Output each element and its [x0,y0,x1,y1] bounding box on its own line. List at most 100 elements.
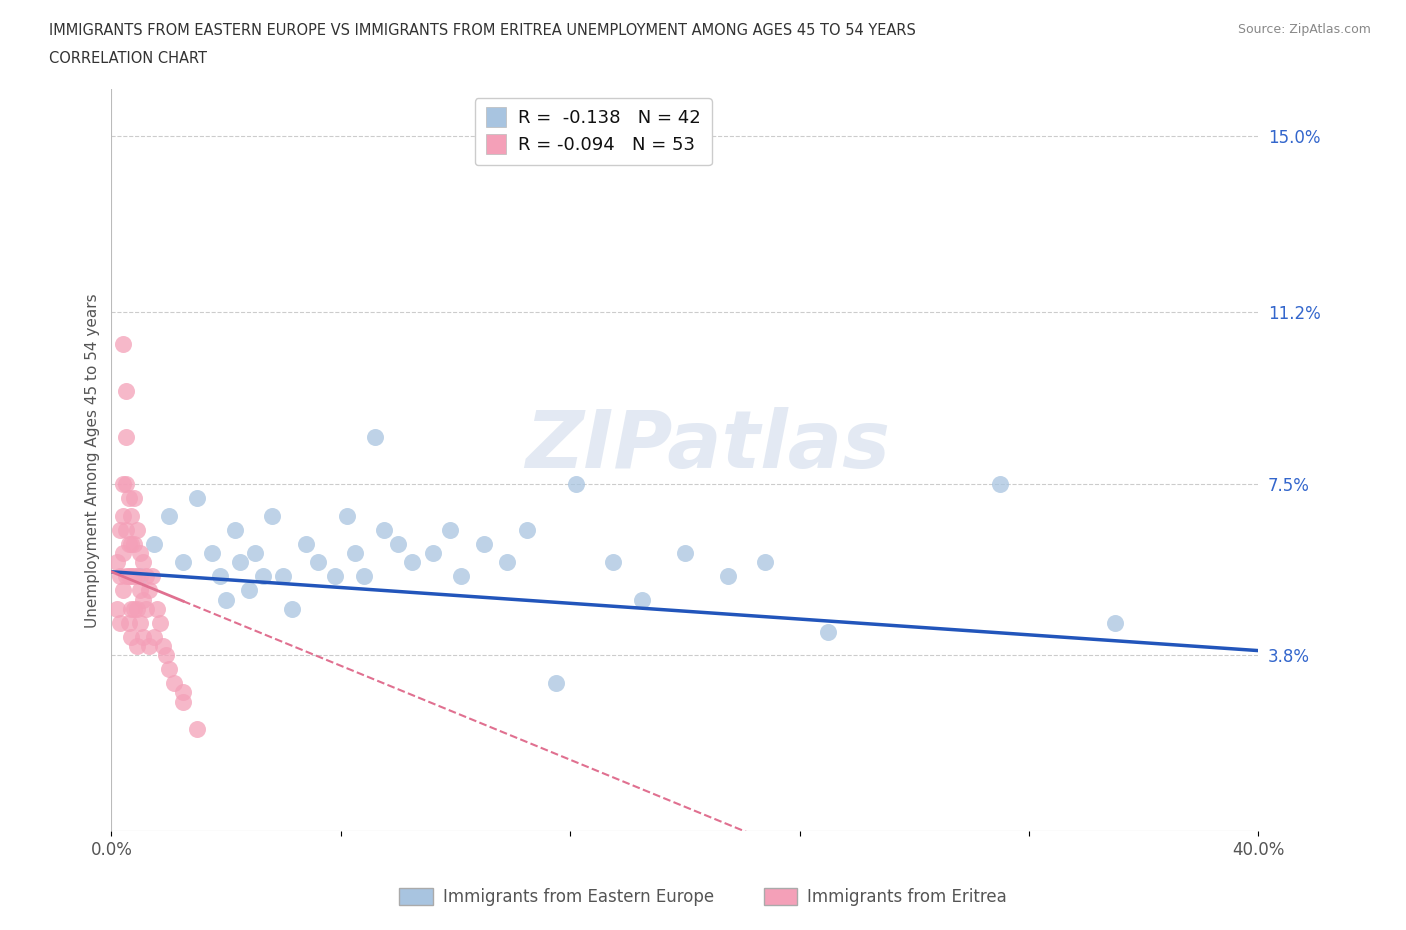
Point [472,537,495,551]
Point [364,430,387,445]
Point [138,583,160,598]
Text: ZIPatlas: ZIPatlas [526,406,890,485]
Point [157,509,180,524]
Point [323,569,346,584]
Point [111,583,134,598]
Point [817,625,839,640]
Point [152,639,174,654]
Point [373,523,395,538]
Point [111,509,134,524]
Legend: Immigrants from Eastern Europe, Immigrants from Eritrea: Immigrants from Eastern Europe, Immigran… [392,881,1014,912]
Point [401,555,423,570]
Point [105,602,128,617]
Point [143,630,166,644]
Point [260,509,283,524]
Point [209,569,232,584]
Point [114,383,136,398]
Point [129,583,152,598]
Text: CORRELATION CHART: CORRELATION CHART [49,51,207,66]
Point [114,430,136,445]
Point [307,555,329,570]
Point [127,639,149,654]
Point [146,602,169,617]
Point [127,602,149,617]
Point [335,509,357,524]
Point [988,476,1011,491]
Point [602,555,624,570]
Point [353,569,375,584]
Point [149,616,172,631]
Point [141,569,163,584]
Point [111,337,134,352]
Point [422,546,444,561]
Point [630,592,652,607]
Point [138,639,160,654]
Y-axis label: Unemployment Among Ages 45 to 54 years: Unemployment Among Ages 45 to 54 years [86,293,100,628]
Point [163,675,186,690]
Point [111,476,134,491]
Point [243,546,266,561]
Point [129,616,152,631]
Point [1104,616,1126,631]
Point [135,602,157,617]
Point [132,630,155,644]
Point [717,569,740,584]
Point [117,616,139,631]
Point [516,523,538,538]
Point [238,583,260,598]
Point [186,722,208,737]
Point [186,490,208,505]
Point [121,509,143,524]
Point [544,675,567,690]
Point [172,555,194,570]
Point [172,694,194,709]
Point [108,523,131,538]
Point [229,555,252,570]
Point [121,602,143,617]
Point [114,523,136,538]
Point [273,569,295,584]
Point [252,569,274,584]
Legend: R =  -0.138   N = 42, R = -0.094   N = 53: R = -0.138 N = 42, R = -0.094 N = 53 [475,99,711,166]
Point [439,523,461,538]
Point [108,616,131,631]
Point [132,592,155,607]
Point [450,569,472,584]
Point [673,546,696,561]
Point [108,569,131,584]
Point [132,555,155,570]
Point [105,555,128,570]
Point [754,555,776,570]
Point [565,476,588,491]
Point [114,569,136,584]
Point [114,476,136,491]
Point [121,569,143,584]
Point [111,546,134,561]
Point [157,662,180,677]
Point [295,537,318,551]
Point [117,537,139,551]
Point [129,569,152,584]
Point [281,602,304,617]
Text: Source: ZipAtlas.com: Source: ZipAtlas.com [1237,23,1371,36]
Point [129,546,152,561]
Point [124,602,146,617]
Point [135,569,157,584]
Point [224,523,246,538]
Point [124,490,146,505]
Text: IMMIGRANTS FROM EASTERN EUROPE VS IMMIGRANTS FROM ERITREA UNEMPLOYMENT AMONG AGE: IMMIGRANTS FROM EASTERN EUROPE VS IMMIGR… [49,23,917,38]
Point [215,592,238,607]
Point [127,523,149,538]
Point [127,569,149,584]
Point [143,537,166,551]
Point [121,537,143,551]
Point [172,684,194,699]
Point [117,490,139,505]
Point [121,630,143,644]
Point [387,537,409,551]
Point [124,537,146,551]
Point [117,569,139,584]
Point [344,546,367,561]
Point [201,546,224,561]
Point [496,555,519,570]
